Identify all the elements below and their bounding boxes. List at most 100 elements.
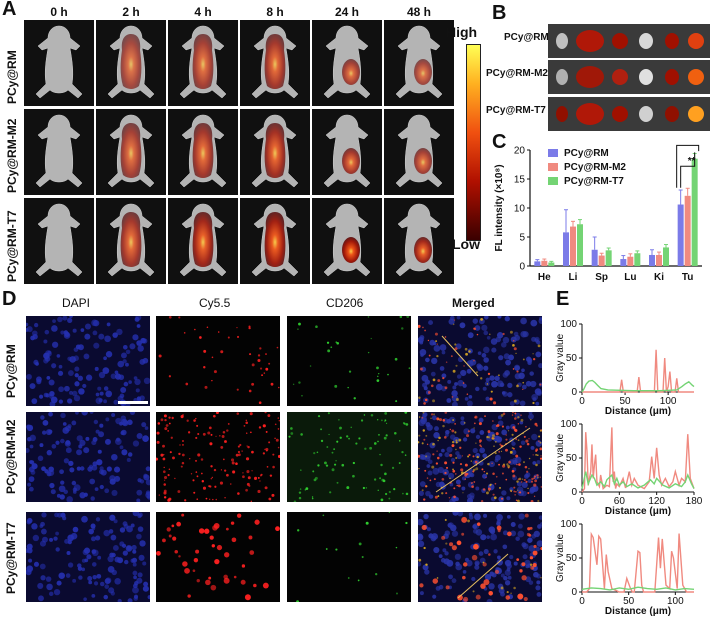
- x-tick-label: 120: [648, 496, 665, 507]
- y-tick-label: 0: [571, 487, 577, 498]
- time-header: 48 h: [406, 5, 431, 19]
- bar: [627, 256, 634, 266]
- y-tick-label: 100: [560, 319, 577, 330]
- y-tick-label: 5: [519, 233, 525, 244]
- time-header: 4 h: [194, 5, 212, 19]
- mouse-image: [384, 109, 454, 195]
- legend-swatch: [548, 149, 558, 157]
- time-header: 2 h: [122, 5, 140, 19]
- bar: [541, 260, 548, 266]
- x-axis-label: Distance (μm): [605, 506, 671, 516]
- bar: [684, 195, 691, 266]
- profile-line: [441, 335, 479, 377]
- x-tick-label: 100: [660, 396, 677, 407]
- x-tick-label: Ki: [654, 272, 664, 283]
- legend-swatch: [548, 177, 558, 185]
- y-tick-label: 20: [514, 146, 526, 157]
- x-tick-label: 0: [579, 396, 585, 407]
- mouse-image: [96, 109, 166, 195]
- bar: [577, 224, 583, 266]
- y-axis-label: Gray value: [555, 533, 566, 582]
- group-label: PCy@RM-T7: [4, 522, 18, 594]
- legend-label: PCy@RM-M2: [564, 162, 626, 173]
- channel-header: Cy5.5: [199, 296, 231, 310]
- mouse-image: [240, 20, 310, 106]
- x-tick-label: 50: [623, 596, 635, 607]
- panel-c-letter: C: [492, 131, 507, 153]
- bar: [598, 255, 605, 266]
- time-header: 24 h: [334, 5, 359, 19]
- legend-label: PCy@RM-T7: [564, 176, 624, 187]
- y-tick-label: 50: [566, 553, 578, 564]
- mouse-image: [168, 198, 238, 284]
- significance-mark: *: [686, 142, 690, 146]
- microscopy-image: [418, 412, 542, 502]
- mouse-image: [24, 20, 94, 106]
- significance-bracket: [680, 152, 696, 188]
- mouse-image: [24, 109, 94, 195]
- panel-d-letter: D: [2, 288, 17, 310]
- bar: [656, 254, 662, 266]
- mouse-image: [384, 20, 454, 106]
- mouse-image: [312, 198, 382, 284]
- group-label: PCy@RM: [5, 50, 19, 104]
- y-tick-label: 15: [514, 175, 526, 186]
- bar: [605, 250, 612, 266]
- y-tick-label: 0: [571, 387, 577, 398]
- line-profile-pcy-rm: 0 50 100 0 50 100 Gray value Distance (μm): [555, 319, 695, 416]
- microscopy-image: [26, 512, 150, 602]
- x-tick-label: 0: [579, 596, 585, 607]
- bar: [534, 261, 541, 266]
- group-label: PCy@RM-M2: [5, 118, 19, 193]
- scale-bar: [118, 401, 148, 404]
- y-tick-label: 100: [560, 519, 577, 530]
- bar: [663, 247, 669, 266]
- bar: [677, 204, 684, 266]
- x-axis-label: Distance (μm): [605, 406, 671, 416]
- bar: [649, 254, 655, 266]
- bar: [563, 232, 569, 266]
- organ-fluorescence-bar-chart: 0 5 10 15 20 FL intensity (×10⁸) He Li Sp Lu Ki Tu P…: [494, 142, 702, 283]
- significance-bracket: [676, 144, 700, 188]
- y-axis-label: Gray value: [555, 333, 566, 382]
- profile-line: [457, 553, 509, 599]
- channel-header: CD206: [326, 296, 364, 310]
- bar: [548, 262, 555, 266]
- line-profile-pcy-rm-t7: 0 50 100 0 50 100 Gray value Distance (μm): [555, 519, 695, 617]
- y-tick-label: 50: [566, 353, 578, 364]
- profile-series-cd206: [581, 471, 695, 489]
- x-tick-label: 100: [667, 596, 684, 607]
- mouse-image: [96, 198, 166, 284]
- profile-series-cy55: [581, 427, 695, 493]
- microscopy-image: [287, 316, 411, 406]
- x-tick-label: He: [538, 272, 551, 283]
- x-tick-label: 0: [579, 496, 585, 507]
- x-axis-label: Distance (μm): [605, 606, 671, 617]
- mouse-image: [24, 198, 94, 284]
- profile-line: [435, 427, 531, 493]
- organ-group-label: PCy@RM-M2: [486, 68, 548, 79]
- bar: [691, 158, 698, 266]
- mouse-image: [312, 109, 382, 195]
- panel-a-letter: A: [2, 0, 17, 20]
- x-tick-label: Sp: [595, 272, 608, 283]
- bar: [620, 259, 627, 266]
- y-tick-label: 0: [519, 262, 525, 273]
- organ-strip: [548, 24, 710, 58]
- colorbar: [466, 44, 481, 241]
- line-profile-pcy-rm-m2: 0 50 100 0 60 120 180 Gray value Distance (μm): [555, 419, 703, 516]
- y-tick-label: 10: [514, 204, 526, 215]
- mouse-image: [168, 20, 238, 106]
- profile-series-cd206: [581, 379, 695, 393]
- mouse-image: [384, 198, 454, 284]
- y-tick-label: 0: [571, 587, 577, 598]
- time-header: 0 h: [50, 5, 68, 19]
- time-header: 8 h: [266, 5, 284, 19]
- y-tick-label: 50: [566, 453, 578, 464]
- organ-strip: [548, 60, 710, 94]
- panel-b-letter: B: [492, 2, 507, 24]
- x-tick-label: Li: [569, 272, 578, 283]
- bar: [591, 249, 598, 266]
- microscopy-image: [156, 316, 280, 406]
- organ-strip: [548, 97, 710, 131]
